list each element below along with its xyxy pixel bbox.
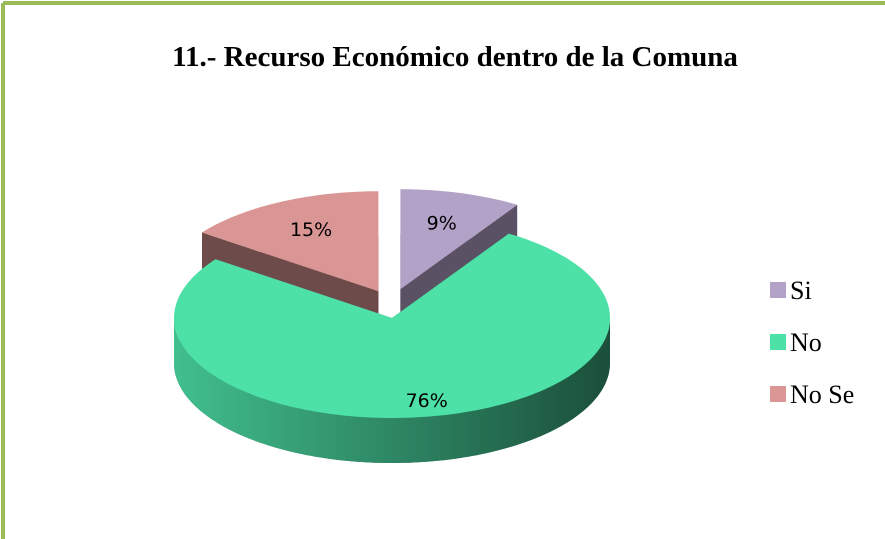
value-label: 9% <box>427 212 457 234</box>
legend-label: No Se <box>790 380 854 409</box>
legend-label: No <box>790 328 822 357</box>
legend-swatch <box>770 386 786 402</box>
value-label: 76% <box>406 390 448 412</box>
slice-wall <box>174 318 610 463</box>
chart-title: 11.- Recurso Económico dentro de la Comu… <box>172 41 738 73</box>
slice <box>174 233 610 418</box>
slice <box>400 189 518 290</box>
slice <box>202 191 379 292</box>
value-label: 15% <box>290 219 332 241</box>
legend-swatch <box>770 334 786 350</box>
legend-label: Si <box>790 276 812 305</box>
legend-swatch <box>770 282 786 298</box>
